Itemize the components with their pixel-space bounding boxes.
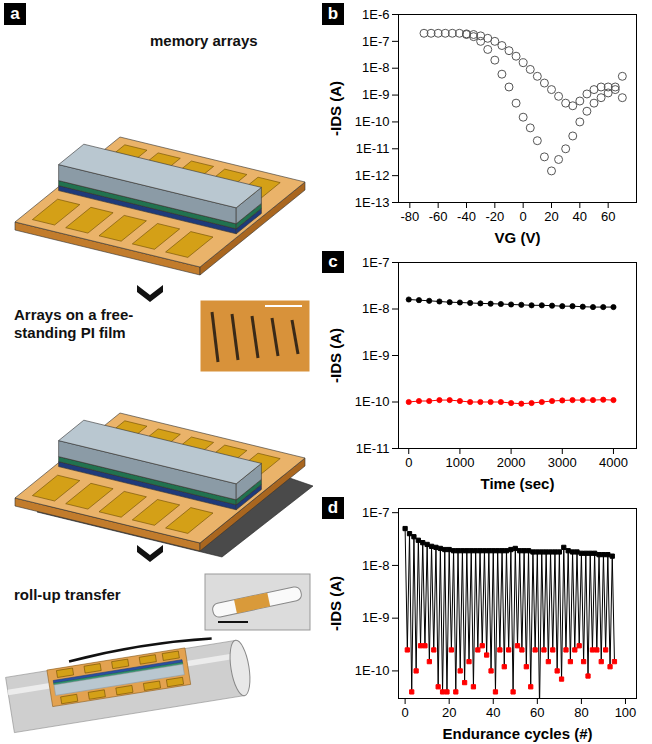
svg-text:1E-12: 1E-12 (355, 168, 390, 183)
svg-text:-IDS (A): -IDS (A) (327, 328, 344, 383)
svg-text:1E-6: 1E-6 (362, 7, 389, 22)
svg-text:-80: -80 (400, 209, 419, 224)
svg-text:1E-11: 1E-11 (356, 141, 390, 156)
svg-text:0: 0 (401, 705, 408, 720)
svg-text:-IDS (A): -IDS (A) (327, 576, 344, 631)
svg-text:1E-7: 1E-7 (362, 255, 389, 270)
svg-text:1E-9: 1E-9 (362, 610, 389, 625)
svg-text:-60: -60 (429, 209, 448, 224)
html-text:a: a (10, 4, 20, 23)
svg-text:1E-13: 1E-13 (355, 195, 390, 210)
svg-text:Time (sec): Time (sec) (481, 475, 555, 492)
html-text:b: b (327, 4, 339, 23)
svg-text:1E-7: 1E-7 (362, 505, 389, 520)
svg-text:1E-7: 1E-7 (362, 34, 389, 49)
svg-text:roll-up transfer: roll-up transfer (14, 586, 121, 603)
svg-text:Endurance cycles (#): Endurance cycles (#) (442, 725, 592, 742)
svg-text:20: 20 (442, 705, 456, 720)
svg-text:-40: -40 (457, 209, 476, 224)
svg-text:1E-8: 1E-8 (362, 301, 389, 316)
svg-text:1E-10: 1E-10 (355, 114, 390, 129)
svg-text:-IDS (A): -IDS (A) (327, 81, 344, 136)
svg-text:Arrays on a free-standing PI f: Arrays on a free-standing PI film (14, 306, 133, 341)
svg-text:40: 40 (486, 705, 500, 720)
svg-text:0: 0 (405, 455, 412, 470)
svg-text:0: 0 (520, 209, 527, 224)
svg-text:40: 40 (573, 209, 587, 224)
svg-text:VG (V): VG (V) (495, 229, 541, 246)
svg-text:memory arrays: memory arrays (150, 32, 258, 49)
svg-text:1000: 1000 (445, 455, 474, 470)
svg-text:60: 60 (601, 209, 615, 224)
svg-text:1E-10: 1E-10 (355, 394, 390, 409)
svg-text:60: 60 (530, 705, 544, 720)
svg-text:1E-10: 1E-10 (355, 663, 390, 678)
svg-text:1E-8: 1E-8 (362, 558, 389, 573)
svg-text:2000: 2000 (497, 455, 526, 470)
svg-text:4000: 4000 (599, 455, 628, 470)
svg-text:1E-9: 1E-9 (362, 87, 389, 102)
svg-text:3000: 3000 (548, 455, 577, 470)
svg-text:20: 20 (544, 209, 558, 224)
svg-text:80: 80 (574, 705, 588, 720)
svg-text:1E-11: 1E-11 (356, 441, 390, 456)
svg-text:100: 100 (615, 705, 637, 720)
html-text:d: d (327, 498, 339, 517)
svg-text:-20: -20 (485, 209, 504, 224)
svg-text:1E-8: 1E-8 (362, 60, 389, 75)
html-text:c: c (328, 252, 338, 271)
svg-text:1E-9: 1E-9 (362, 348, 389, 363)
